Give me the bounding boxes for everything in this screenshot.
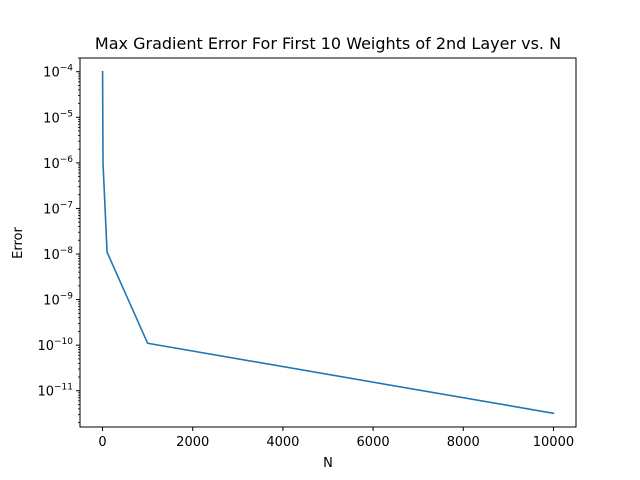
plot-frame	[79, 57, 577, 428]
series-line-0	[101, 70, 555, 415]
x-tick-label: 6000	[357, 435, 390, 450]
x-tick-label: 4000	[266, 435, 299, 450]
y-tick-label: 10−10	[37, 337, 73, 354]
plot-area	[101, 70, 555, 415]
x-axis-label: N	[323, 456, 333, 471]
y-tick-label: 10−11	[37, 383, 73, 400]
chart-title: Max Gradient Error For First 10 Weights …	[95, 34, 561, 53]
x-tick-label: 8000	[447, 435, 480, 450]
x-tick-label: 0	[98, 435, 106, 450]
x-tick-label: 2000	[176, 435, 209, 450]
y-tick-label: 10−6	[43, 155, 73, 172]
y-axis-label: Error	[11, 227, 26, 259]
y-tick-label: 10−9	[43, 292, 73, 309]
x-tick-label: 10000	[533, 435, 574, 450]
y-tick-label: 10−4	[43, 64, 73, 81]
y-tick-label: 10−8	[43, 246, 73, 263]
y-tick-label: 10−5	[43, 109, 73, 126]
y-tick-label: 10−7	[43, 200, 73, 217]
